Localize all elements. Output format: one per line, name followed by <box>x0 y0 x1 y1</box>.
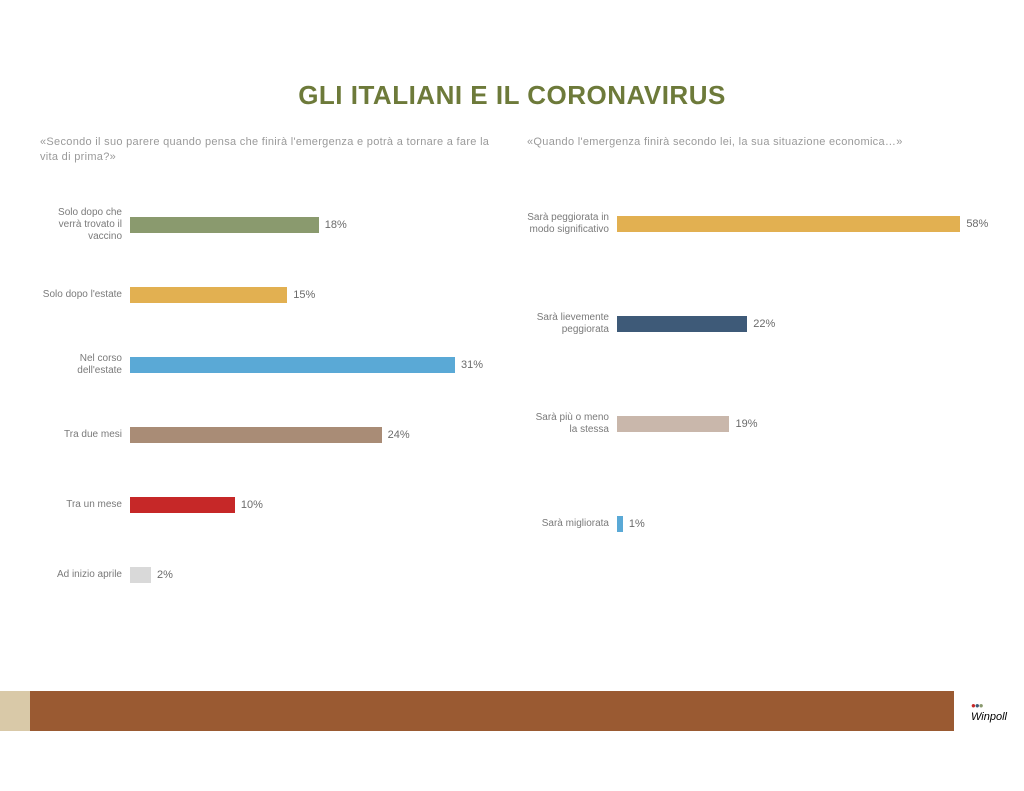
bar-value: 2% <box>151 569 173 581</box>
bar-fill <box>130 217 319 233</box>
bar-fill <box>130 427 382 443</box>
bar-row: Tra un mese 10% <box>40 470 497 540</box>
chart-right-question: «Quando l'emergenza finirà secondo lei, … <box>527 135 984 150</box>
page-title: GLI ITALIANI E IL CORONAVIRUS <box>0 0 1024 135</box>
bar-value: 18% <box>319 219 347 231</box>
bar-track: 15% <box>130 287 497 303</box>
bar-label: Tra un mese <box>40 499 130 511</box>
chart-right-bars: Sarà peggiorata in modo significativo58%… <box>527 168 984 574</box>
footer-logo-box: ●●● Winpoll <box>954 691 1024 731</box>
bar-track: 22% <box>617 316 984 332</box>
bar-track: 10% <box>130 497 497 513</box>
bar-fill <box>130 357 455 373</box>
chart-left-question: «Secondo il suo parere quando pensa che … <box>40 135 497 166</box>
bar-row: Sarà più o meno la stessa 19% <box>527 374 984 474</box>
bar-track: 18% <box>130 217 497 233</box>
bar-value: 58% <box>960 218 988 230</box>
bar-label: Sarà peggiorata in modo significativo <box>527 212 617 236</box>
bar-track: 1% <box>617 516 984 532</box>
bar-value: 22% <box>747 318 775 330</box>
bar-value: 31% <box>455 359 483 371</box>
bar-label: Solo dopo che verrà trovato il vaccino <box>40 207 130 243</box>
bar-label: Nel corso dell'estate <box>40 353 130 377</box>
bar-fill <box>617 416 729 432</box>
bar-row: Sarà peggiorata in modo significativo58% <box>527 174 984 274</box>
bar-value: 19% <box>729 418 757 430</box>
bar-row: Ad inizio aprile 2% <box>40 540 497 610</box>
bar-row: Solo dopo che verrà trovato il vaccino 18… <box>40 190 497 260</box>
charts-container: «Secondo il suo parere quando pensa che … <box>0 135 1024 610</box>
bar-label: Sarà migliorata <box>527 518 617 530</box>
chart-left-bars: Solo dopo che verrà trovato il vaccino 18… <box>40 184 497 610</box>
bar-fill <box>130 287 287 303</box>
bar-label: Tra due mesi <box>40 429 130 441</box>
bar-track: 24% <box>130 427 497 443</box>
bar-track: 2% <box>130 567 497 583</box>
bar-track: 31% <box>130 357 497 373</box>
bar-label: Sarà più o meno la stessa <box>527 412 617 436</box>
bar-fill <box>130 497 235 513</box>
chart-left: «Secondo il suo parere quando pensa che … <box>40 135 497 610</box>
bar-fill <box>617 316 747 332</box>
bar-row: Sarà lievemente peggiorata 22% <box>527 274 984 374</box>
chart-right: «Quando l'emergenza finirà secondo lei, … <box>527 135 984 610</box>
bar-track: 19% <box>617 416 984 432</box>
bar-label: Solo dopo l'estate <box>40 289 130 301</box>
bar-row: Solo dopo l'estate 15% <box>40 260 497 330</box>
footer-accent-b <box>30 691 954 731</box>
logo: ●●● Winpoll <box>971 699 1007 723</box>
bar-label: Ad inizio aprile <box>40 569 130 581</box>
bar-track: 58% <box>617 216 984 232</box>
footer-accent-a <box>0 691 30 731</box>
bar-label: Sarà lievemente peggiorata <box>527 312 617 336</box>
bar-row: Nel corso dell'estate 31% <box>40 330 497 400</box>
bar-row: Sarà migliorata 1% <box>527 474 984 574</box>
bar-value: 10% <box>235 499 263 511</box>
bar-fill <box>617 216 960 232</box>
bar-value: 1% <box>623 518 645 530</box>
logo-text: Winpoll <box>971 711 1007 723</box>
bar-value: 24% <box>382 429 410 441</box>
bar-row: Tra due mesi 24% <box>40 400 497 470</box>
bar-fill <box>130 567 151 583</box>
footer-band: ●●● Winpoll <box>0 691 1024 731</box>
bar-value: 15% <box>287 289 315 301</box>
